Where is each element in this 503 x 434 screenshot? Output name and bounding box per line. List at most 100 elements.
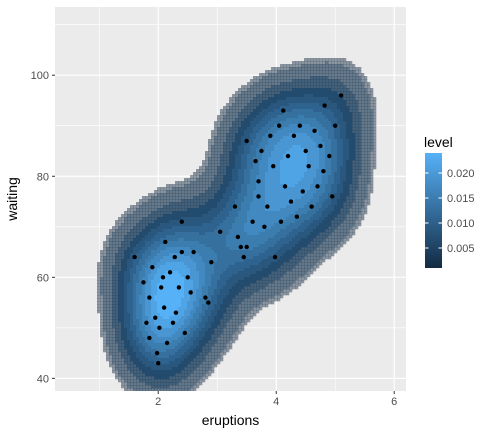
density-cell (250, 205, 254, 209)
density-cell (262, 82, 266, 86)
density-cell (247, 133, 251, 137)
density-cell (316, 127, 320, 131)
density-cell (97, 283, 101, 287)
density-cell (205, 244, 209, 248)
density-cell (268, 172, 272, 176)
density-cell (262, 166, 266, 170)
density-cell (244, 190, 248, 194)
density-cell (298, 100, 302, 104)
density-cell (229, 226, 233, 230)
density-cell (280, 88, 284, 92)
density-cell (115, 292, 119, 296)
density-cell (181, 217, 185, 221)
density-cell (154, 235, 158, 239)
density-cell (181, 271, 185, 275)
density-cell (241, 106, 245, 110)
density-cell (139, 217, 143, 221)
density-cell (223, 217, 227, 221)
density-cell (328, 157, 332, 161)
density-cell (373, 106, 377, 110)
density-cell (325, 181, 329, 185)
density-cell (136, 292, 140, 296)
density-cell (370, 127, 374, 131)
density-cell (112, 259, 116, 263)
density-cell (265, 91, 269, 95)
density-cell (238, 292, 242, 296)
density-cell (277, 286, 281, 290)
density-cell (319, 256, 323, 260)
density-cell (304, 175, 308, 179)
density-cell (316, 199, 320, 203)
density-cell (220, 139, 224, 143)
density-cell (250, 172, 254, 176)
density-cell (142, 274, 146, 278)
density-cell (289, 280, 293, 284)
density-cell (346, 148, 350, 152)
density-cell (238, 217, 242, 221)
density-cell (301, 265, 305, 269)
density-cell (310, 196, 314, 200)
density-cell (241, 193, 245, 197)
density-cell (241, 175, 245, 179)
density-cell (166, 232, 170, 236)
density-cell (148, 289, 152, 293)
density-cell (178, 223, 182, 227)
density-cell (295, 244, 299, 248)
density-cell (232, 232, 236, 236)
density-cell (181, 247, 185, 251)
density-cell (271, 88, 275, 92)
density-cell (343, 214, 347, 218)
density-cell (163, 268, 167, 272)
density-cell (292, 160, 296, 164)
density-cell (274, 163, 278, 167)
density-cell (334, 157, 338, 161)
density-cell (103, 286, 107, 290)
density-cell (262, 112, 266, 116)
density-cell (289, 82, 293, 86)
density-cell (331, 82, 335, 86)
density-cell (241, 190, 245, 194)
density-cell (367, 127, 371, 131)
density-cell (349, 214, 353, 218)
density-cell (346, 220, 350, 224)
density-cell (145, 220, 149, 224)
density-cell (196, 283, 200, 287)
density-cell (199, 274, 203, 278)
density-cell (220, 142, 224, 146)
density-cell (280, 97, 284, 101)
density-cell (277, 127, 281, 131)
density-cell (256, 100, 260, 104)
density-cell (238, 214, 242, 218)
density-cell (202, 211, 206, 215)
density-cell (280, 229, 284, 233)
density-cell (250, 223, 254, 227)
density-cell (346, 184, 350, 188)
density-cell (304, 124, 308, 128)
density-cell (301, 241, 305, 245)
density-cell (244, 232, 248, 236)
density-cell (247, 169, 251, 173)
density-cell (229, 283, 233, 287)
density-cell (124, 235, 128, 239)
density-cell (184, 274, 188, 278)
density-cell (175, 211, 179, 215)
density-cell (127, 250, 131, 254)
density-cell (280, 187, 284, 191)
density-cell (265, 208, 269, 212)
density-cell (247, 295, 251, 299)
density-cell (115, 247, 119, 251)
density-cell (208, 232, 212, 236)
density-cell (103, 292, 107, 296)
density-cell (145, 286, 149, 290)
density-cell (220, 160, 224, 164)
density-cell (301, 184, 305, 188)
density-cell (298, 115, 302, 119)
density-cell (370, 166, 374, 170)
density-cell (268, 127, 272, 131)
density-cell (322, 232, 326, 236)
density-cell (295, 199, 299, 203)
density-cell (325, 61, 329, 65)
density-cell (247, 184, 251, 188)
density-cell (214, 187, 218, 191)
density-cell (154, 214, 158, 218)
